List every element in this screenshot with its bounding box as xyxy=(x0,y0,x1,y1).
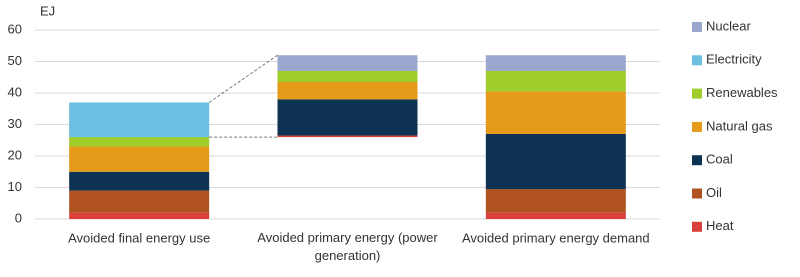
legend-swatch xyxy=(692,188,702,199)
legend-label: Heat xyxy=(706,218,734,233)
y-tick-label: 30 xyxy=(8,116,22,131)
y-axis-label: EJ xyxy=(40,3,55,18)
bar-segment xyxy=(277,135,418,138)
legend-swatch xyxy=(692,88,702,99)
legend-label: Nuclear xyxy=(706,18,751,33)
x-tick-label: Avoided primary energy (power generation) xyxy=(257,230,438,263)
bar-segment xyxy=(485,212,626,219)
y-tick-label: 40 xyxy=(8,84,22,99)
legend-label: Coal xyxy=(706,152,733,167)
bar-segment xyxy=(277,70,418,82)
bar-segment xyxy=(69,212,210,219)
y-tick-label: 60 xyxy=(8,21,22,36)
bar-segment xyxy=(277,81,418,100)
legend-label: Natural gas xyxy=(706,118,773,133)
bar-segment xyxy=(69,102,210,138)
legend-swatch xyxy=(692,55,702,66)
legend-swatch xyxy=(692,221,702,232)
legend-label: Electricity xyxy=(706,52,762,67)
legend-label: Renewables xyxy=(706,85,778,100)
y-tick-label: 50 xyxy=(8,53,22,68)
x-tick-label: Avoided primary energy demand xyxy=(462,230,650,245)
bar-segment xyxy=(277,55,418,71)
legend-swatch xyxy=(692,121,702,132)
bar-segment xyxy=(485,91,626,134)
bar-segment xyxy=(485,70,626,92)
bar-segment xyxy=(69,171,210,191)
y-tick-label: 10 xyxy=(8,179,22,194)
legend-swatch xyxy=(692,22,702,32)
bar-segment xyxy=(69,146,210,172)
bar-segment xyxy=(69,190,210,213)
y-tick-label: 0 xyxy=(15,210,22,225)
legend-label: Oil xyxy=(706,185,722,200)
x-tick-label: Avoided final energy use xyxy=(68,230,210,245)
bar-segment xyxy=(69,137,210,147)
legend-swatch xyxy=(692,155,702,166)
bar-segment xyxy=(485,133,626,190)
bar-segment xyxy=(485,189,626,213)
y-tick-label: 20 xyxy=(8,147,22,162)
bar-segment xyxy=(485,55,626,71)
bar-segment xyxy=(277,99,418,136)
connector xyxy=(208,54,278,103)
